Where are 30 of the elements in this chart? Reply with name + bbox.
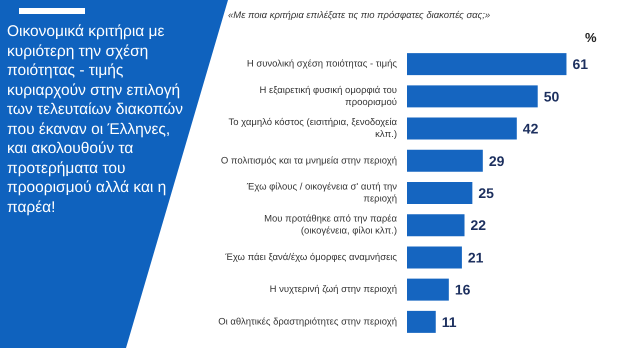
y-tick-label: Έχω φίλους / οικογένεια σ' αυτή την περιοχή (246, 182, 398, 204)
data-label: 25 (478, 185, 494, 201)
y-tick-label: Η εξαιρετική φυσική ομορφιά του προορισμού (260, 84, 397, 108)
data-label: 22 (470, 217, 486, 234)
data-label: 42 (522, 120, 539, 137)
bar (407, 85, 538, 108)
y-tick-label: Η νυχτερινή ζωή στην περιοχή (270, 284, 397, 296)
data-label: 61 (572, 56, 588, 72)
data-label: 11 (442, 314, 457, 330)
y-tick-label: Ο πολιτισμός και τα μνημεία στην περιοχή (220, 155, 397, 166)
y-tick-label: Οι αθλητικές δραστηριότητες στην περιοχή (218, 316, 397, 328)
y-tick-label: Η συνολική σχέση ποιότητας - τιμής (246, 58, 398, 70)
y-tick-label: Μου προτάθηκε από την παρέα (οικογένεια, φίλοι κλπ.) (264, 214, 398, 237)
y-tick-label: Το χαμηλό κόστος (εισιτήρια, ξενοδοχεία κλπ.) (228, 117, 398, 140)
data-label: 29 (488, 152, 505, 169)
bar (407, 150, 483, 172)
y-tick-label: Έχω πάει ξανά/έχω όμορφες αναμνήσεις (224, 252, 398, 263)
bar (407, 53, 566, 76)
x-axis-title: % (585, 30, 597, 45)
bar (407, 182, 472, 204)
chart-subtitle: «Με ποια κριτήρια επιλέξατε τις πιο πρόσφατες διακοπές σας;» (228, 10, 490, 21)
bar (407, 214, 465, 236)
bar (407, 246, 462, 268)
bar (407, 278, 449, 301)
chart-title: Οικονομικά κριτήρια με κυριότερη την σχέση ποιότητας - τιμής κυριαρχούν στην επιλογή των τελευταίων διακοπών που έκαναν οι Έλληνες, και ακολουθούν τα προτερήματα του προορισμού αλλά και η παρέα! (7, 23, 184, 216)
data-label: 16 (454, 282, 471, 298)
bar (407, 118, 517, 140)
data-label: 21 (468, 249, 484, 266)
bar (407, 310, 436, 333)
data-label: 50 (544, 88, 560, 104)
